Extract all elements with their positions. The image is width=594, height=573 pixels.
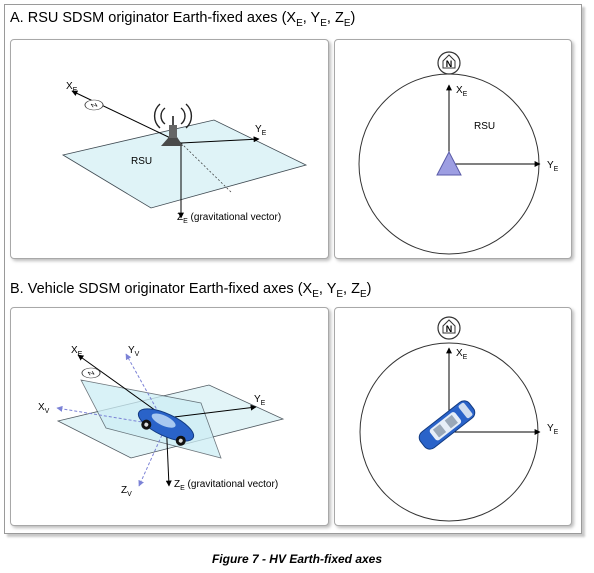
y-axis-label: YE [547,160,559,173]
zv-axis [138,425,167,487]
xv-axis [56,405,167,427]
y-axis-label: YE [254,394,266,407]
x-axis-label: XE [456,348,468,361]
y-axis-label: YE [255,124,267,137]
vehicle-icon [418,400,476,450]
north-compass-icon: N [84,99,104,111]
y-axis [165,404,257,419]
svg-text:N: N [446,324,453,334]
y-axis-label: YE [547,423,559,436]
x-axis-label: XE [456,85,468,98]
rsu-triangle [436,150,462,176]
svg-text:N: N [89,102,99,109]
x-axis [71,90,182,144]
z-axis-label: ZE (gravitational vector) [174,479,278,492]
panel-a-topview: N RSU XE YE [334,39,572,259]
rsu-label: RSU [131,156,152,167]
x-axis-label: XE [71,345,83,358]
xv-axis-label: XV [38,402,50,415]
figure-caption: Figure 7 - HV Earth-fixed axes [211,552,383,566]
panel-b-topview: N XE YE [334,307,572,526]
north-compass-icon: N [437,51,461,75]
panel-a-perspective: N RSU XE YE ZE (gravitational vector) [10,39,329,259]
x-axis-label: XE [66,81,78,94]
north-compass-icon: N [81,367,101,379]
svg-text:N: N [86,370,96,377]
svg-text:N: N [446,59,453,69]
zv-axis-label: ZV [121,485,132,498]
rsu-label: RSU [474,121,495,132]
section-a-title: A. RSU SDSM originator Earth-fixed axes … [10,10,356,29]
z-axis-label: ZE (gravitational vector) [177,212,281,225]
ground-plane [61,119,308,209]
rsu-antenna-icon [153,103,193,146]
y-axis [180,136,260,144]
section-b-title: B. Vehicle SDSM originator Earth-fixed a… [10,281,372,300]
vehicle-icon [137,408,195,446]
yv-axis [125,353,167,427]
x-axis [77,354,167,419]
yv-axis-label: YV [128,345,140,358]
panel-b-perspective: N XE YE ZE (gravitational vector) XV YV … [10,307,329,526]
north-compass-icon: N [437,316,461,340]
